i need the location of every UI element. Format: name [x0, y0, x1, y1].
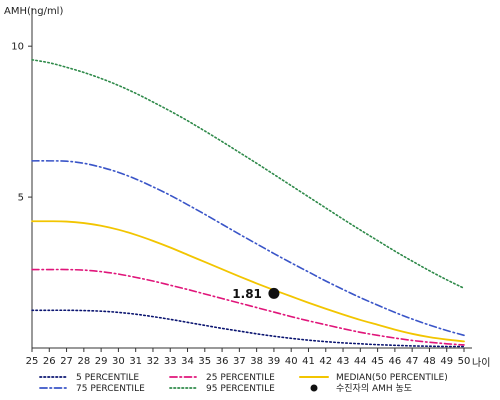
x-tick-label: 25	[26, 356, 39, 367]
legend-label-median-50-percentile: MEDIAN(50 PERCENTILE)	[336, 373, 448, 383]
y-axis-title: AMH(ng/ml)	[4, 6, 63, 17]
x-tick-label: 28	[77, 356, 90, 367]
x-tick-label: 48	[423, 356, 436, 367]
x-tick-label: 45	[371, 356, 384, 367]
legend-label-75-percentile: 75 PERCENTILE	[76, 384, 145, 394]
x-tick-label: 49	[440, 356, 453, 367]
patient-amh-point	[268, 287, 280, 299]
x-axis-title: 나이	[472, 357, 490, 369]
legend-label-95-percentile: 95 PERCENTILE	[206, 384, 275, 394]
x-tick-label: 37	[233, 356, 246, 367]
legend-label-수진자의-amh-농도: 수진자의 AMH 농도	[336, 383, 412, 394]
x-tick-label: 34	[181, 356, 194, 367]
y-tick-label: 10	[11, 42, 24, 53]
series-line-75-percentile	[31, 160, 465, 337]
x-tick-label: 47	[406, 356, 419, 367]
x-tick-label: 29	[95, 356, 108, 367]
series-line-95-percentile	[31, 58, 465, 290]
patient-amh-value-label: 1.81	[232, 287, 262, 301]
x-tick-label: 43	[337, 356, 350, 367]
legend-label-25-percentile: 25 PERCENTILE	[206, 373, 275, 383]
x-tick-label: 41	[302, 356, 315, 367]
legend-label-5-percentile: 5 PERCENTILE	[76, 373, 139, 383]
x-tick-label: 44	[354, 356, 367, 367]
legend-layer: 5 PERCENTILE 25 PERCENTILE MEDIAN(50 PERCE…	[39, 373, 448, 394]
x-tick-label: 27	[60, 356, 73, 367]
x-tick-label: 32	[147, 356, 160, 367]
x-tick-label: 39	[268, 356, 281, 367]
series-line-median-50-percentile	[31, 220, 465, 343]
x-tick-label: 26	[43, 356, 56, 367]
x-tick-label: 38	[250, 356, 263, 367]
series-line-25-percentile	[31, 268, 465, 346]
x-tick-label: 35	[198, 356, 211, 367]
x-tick-label: 42	[319, 356, 332, 367]
series-line-5-percentile	[31, 309, 465, 348]
x-tick-label: 30	[112, 356, 125, 367]
points-layer: 1.81	[232, 287, 280, 301]
x-tick-label: 50	[458, 356, 471, 367]
x-tick-label: 40	[285, 356, 298, 367]
x-tick-label: 46	[389, 356, 402, 367]
series-layer	[31, 58, 465, 348]
axes-layer: AMH(ng/ml) 나이 5 10 25 26 27 28 29 30 31 32 33 34 35 36 3…	[4, 6, 490, 369]
legend-swatch-patient-point	[310, 384, 318, 392]
x-tick-label: 36	[216, 356, 229, 367]
x-tick-label: 31	[129, 356, 142, 367]
y-tick-label: 5	[18, 193, 24, 204]
x-tick-label: 33	[164, 356, 177, 367]
